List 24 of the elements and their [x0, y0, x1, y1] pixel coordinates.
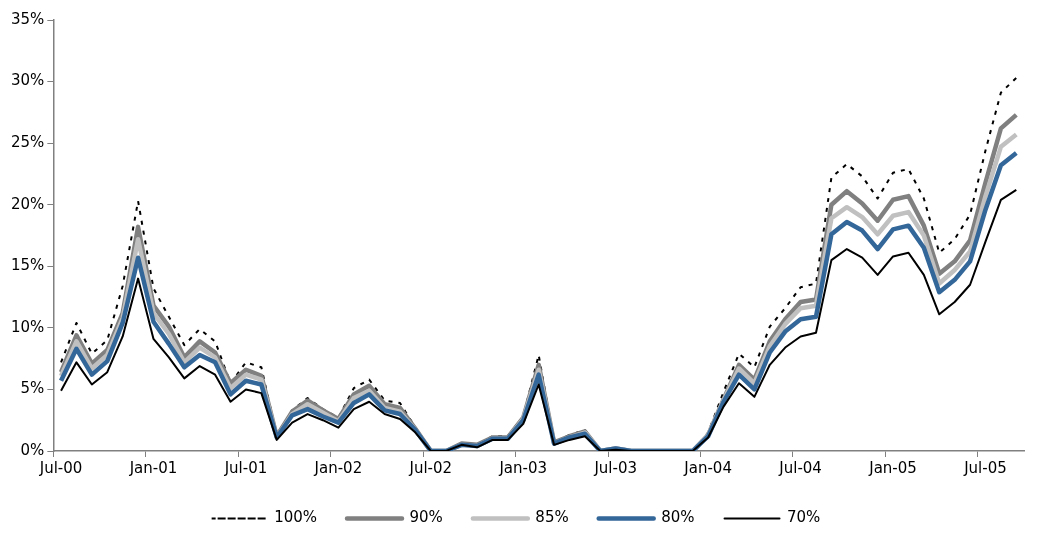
y-tick-label: 10% [11, 317, 45, 336]
legend-label: 85% [535, 508, 569, 527]
y-tick-label: 0% [20, 440, 45, 459]
legend-label: 100% [274, 508, 318, 527]
x-tick-label: Jul-00 [38, 458, 83, 477]
x-tick-label: Jan-01 [128, 458, 178, 477]
x-tick-label: Jul-02 [408, 458, 453, 477]
y-tick-label: 15% [11, 256, 45, 275]
x-tick-label: Jan-05 [868, 458, 917, 477]
y-tick-label: 20% [11, 194, 45, 213]
y-tick-label: 30% [11, 71, 45, 90]
legend-label: 70% [787, 508, 821, 527]
y-tick-label: 35% [11, 9, 45, 28]
y-tick-label: 5% [20, 379, 45, 398]
x-tick-label: Jul-01 [223, 458, 268, 477]
x-tick-label: Jul-03 [593, 458, 638, 477]
y-tick-label: 25% [11, 133, 45, 152]
legend-label: 90% [409, 508, 443, 527]
x-tick-label: Jan-04 [683, 458, 732, 477]
x-tick-label: Jan-02 [313, 458, 363, 477]
x-tick-label: Jan-03 [498, 458, 548, 477]
legend-label: 80% [661, 508, 695, 527]
x-tick-label: Jul-05 [963, 458, 1007, 477]
x-tick-label: Jul-04 [778, 458, 822, 477]
